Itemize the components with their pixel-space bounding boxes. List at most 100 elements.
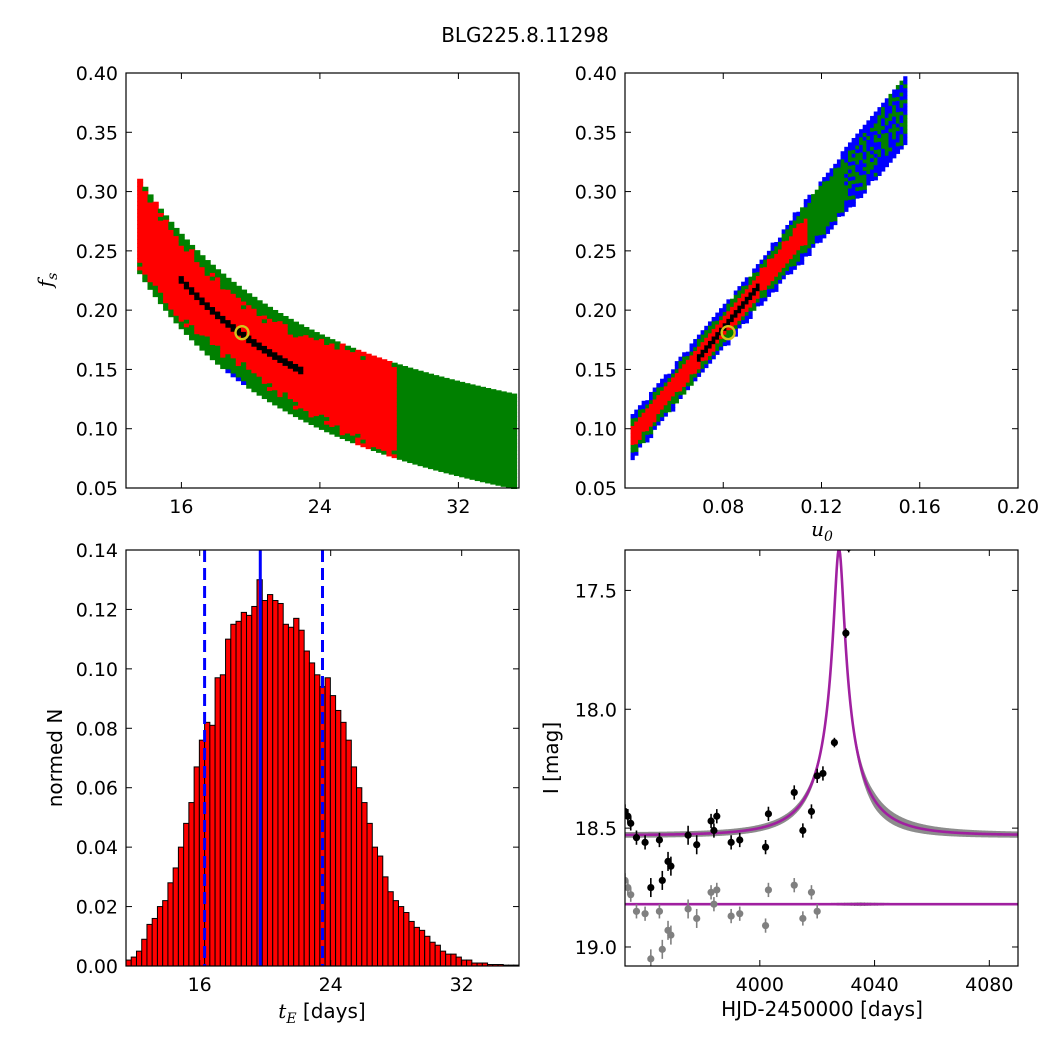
density-cell [448, 417, 455, 422]
density-cell [381, 393, 388, 398]
density-cell [334, 383, 341, 388]
density-cell [142, 247, 149, 252]
density-cell [737, 289, 742, 295]
density-cell [770, 257, 775, 263]
density-cell [313, 381, 320, 386]
density-cell [711, 324, 716, 329]
density-cell [266, 352, 274, 357]
density-cell [630, 414, 635, 419]
density-cell [877, 171, 882, 176]
density-cell [895, 96, 901, 101]
density-cell [157, 299, 164, 305]
density-cell [261, 356, 268, 362]
density-cell [500, 414, 507, 419]
density-cell [689, 358, 694, 363]
density-cell [862, 136, 867, 141]
density-cell [892, 104, 897, 110]
density-cell [137, 186, 144, 191]
density-cell [748, 307, 753, 312]
density-cell [851, 198, 856, 204]
density-cell [726, 303, 731, 308]
density-cell [287, 330, 294, 335]
density-cell [287, 390, 294, 396]
density-cell [292, 348, 299, 353]
density-cell [873, 168, 878, 173]
density-cell [142, 255, 149, 260]
density-cell [755, 275, 761, 280]
density-cell [511, 454, 518, 459]
density-cell [370, 420, 377, 425]
density-cell [396, 447, 403, 453]
density-cell [194, 272, 201, 278]
histogram-bar [225, 638, 232, 967]
density-cell [789, 220, 794, 225]
histogram-bar [293, 617, 300, 967]
density-cell [142, 270, 149, 275]
density-cell [313, 366, 320, 371]
density-cell [422, 398, 429, 404]
density-cell [412, 407, 419, 412]
density-cell [240, 297, 248, 302]
density-cell [630, 421, 635, 426]
density-cell [334, 360, 341, 365]
density-cell [511, 401, 518, 406]
density-cell [157, 212, 164, 217]
density-cell [412, 372, 419, 378]
density-cell [485, 444, 492, 450]
density-cell [847, 172, 853, 178]
density-cell [266, 359, 274, 365]
density-cell [829, 206, 834, 211]
density-cell [763, 259, 768, 264]
density-cell [235, 304, 242, 310]
density-cell [251, 353, 258, 359]
density-cell [287, 379, 294, 384]
density-cell [811, 194, 816, 199]
density-cell [744, 277, 749, 282]
density-cell [324, 382, 331, 387]
density-cell [884, 143, 889, 149]
density-cell [641, 415, 646, 421]
density-cell [194, 341, 201, 346]
density-cell [829, 198, 834, 203]
density-cell [704, 340, 709, 346]
density-cell [189, 305, 196, 311]
density-cell [204, 294, 211, 299]
density-cell [453, 388, 461, 393]
x-axis-label: HJD-2450000 [days] [721, 997, 923, 1021]
density-cell [365, 425, 372, 431]
density-cell [183, 266, 190, 271]
density-cell [355, 353, 362, 358]
density-cell [225, 334, 232, 340]
density-cell [370, 378, 377, 383]
density-cell [774, 279, 779, 285]
density-cell [225, 342, 232, 347]
density-cell [370, 416, 377, 421]
density-cell [660, 386, 665, 391]
density-cell [811, 197, 816, 203]
density-cell [376, 361, 383, 366]
density-cell [365, 368, 372, 374]
density-cell [189, 328, 196, 333]
density-cell [189, 320, 196, 326]
density-cell [656, 383, 661, 388]
density-cell [840, 162, 845, 167]
density-cell [490, 408, 497, 413]
histogram-bar [251, 605, 258, 967]
density-cell [877, 110, 882, 116]
density-cell [448, 466, 455, 471]
density-cell [204, 313, 211, 318]
density-cell [225, 285, 232, 290]
density-cell [741, 300, 746, 306]
density-cell [225, 311, 232, 317]
density-cell [730, 317, 735, 323]
density-cell [407, 394, 414, 399]
density-cell [324, 355, 331, 361]
density-cell [225, 289, 232, 294]
density-cell [137, 193, 144, 199]
density-cell [163, 234, 170, 239]
density-cell [344, 410, 351, 415]
density-cell [168, 267, 175, 272]
density-cell [840, 170, 845, 175]
density-cell [733, 317, 738, 322]
data-point [727, 838, 735, 846]
